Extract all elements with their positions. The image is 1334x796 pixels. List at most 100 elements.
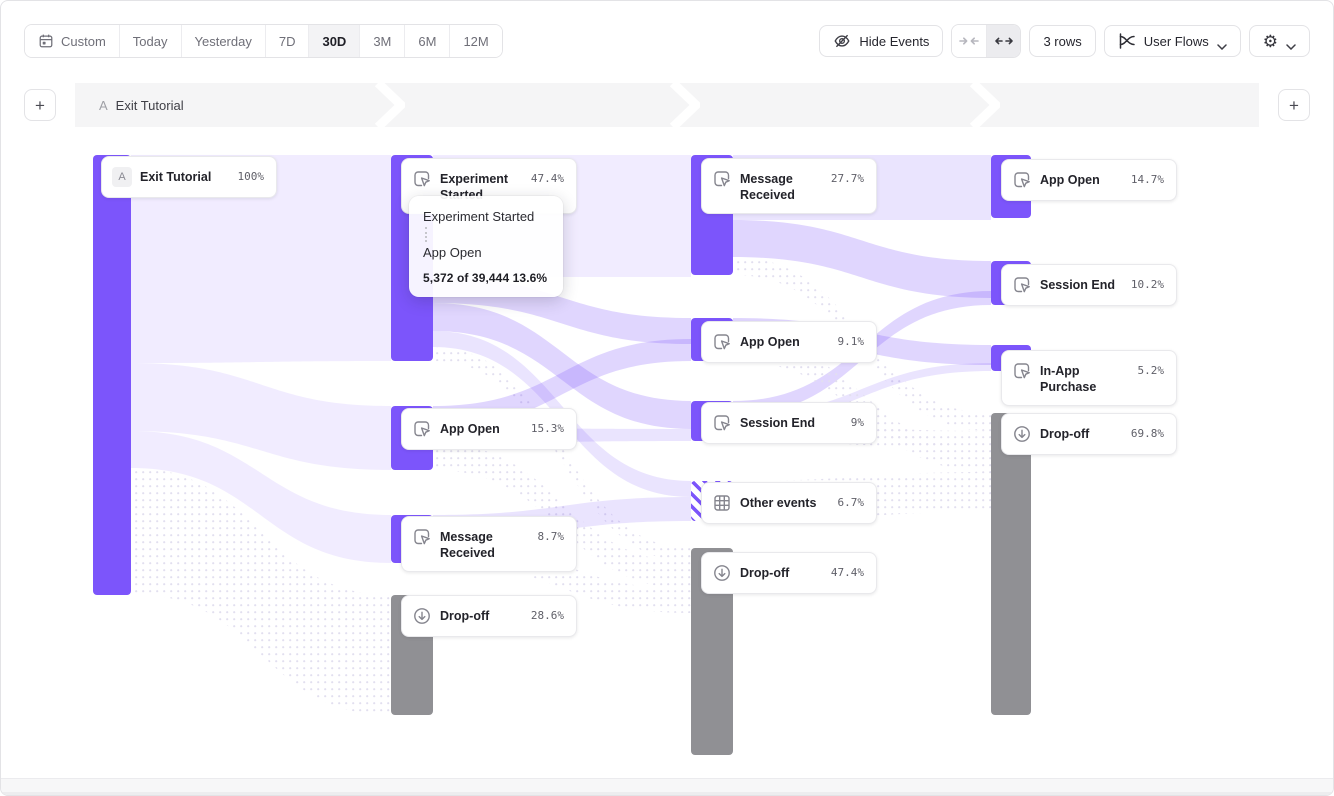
- flow-node-label: App Open: [740, 335, 800, 349]
- flow-node-session-end-col4[interactable]: Session End 10.2%: [1001, 264, 1177, 306]
- hide-events-button[interactable]: Hide Events: [819, 25, 944, 57]
- collapse-width-button[interactable]: [952, 25, 987, 57]
- other-events-grid-icon: [712, 493, 732, 513]
- flow-node-drop-off-col3[interactable]: Drop-off 47.4%: [701, 552, 877, 594]
- step-a-letter: A: [99, 97, 108, 113]
- flow-link[interactable]: [131, 363, 391, 470]
- flow-node-label: Session End: [740, 416, 816, 430]
- eye-off-icon: [833, 32, 851, 50]
- chevron-down-icon: [1217, 38, 1227, 51]
- flow-bar-exit-tutorial-col1[interactable]: [93, 155, 131, 595]
- date-range-label: 6M: [418, 33, 437, 49]
- flow-node-label: App Open: [1040, 173, 1100, 187]
- date-range-30d[interactable]: 30D: [309, 25, 361, 57]
- date-range-label: 3M: [373, 33, 392, 49]
- flow-node-in-app-purchase-col4[interactable]: In-App Purchase 5.2%: [1001, 350, 1177, 406]
- event-cursor-icon: [712, 332, 732, 352]
- date-range-12m[interactable]: 12M: [450, 25, 502, 57]
- flow-node-percent: 6.7%: [837, 496, 865, 509]
- flow-node-label: Message Received: [440, 530, 495, 560]
- flow-node-percent: 69.8%: [1130, 427, 1164, 440]
- steps-bar[interactable]: A Exit Tutorial: [75, 83, 1259, 127]
- drop-off-icon: [712, 563, 732, 583]
- event-cursor-icon: [412, 419, 432, 439]
- sankey-canvas: A Exit Tutorial 100% Experiment Started 47.4…: [1, 127, 1333, 782]
- tooltip-source-event: Experiment Started: [423, 209, 535, 224]
- step-separator-chevron: [374, 83, 408, 127]
- flow-node-percent: 27.7%: [830, 172, 864, 185]
- flows-chart-icon: [1118, 32, 1136, 50]
- event-cursor-icon: [1012, 361, 1032, 381]
- date-range-yesterday[interactable]: Yesterday: [181, 25, 266, 57]
- drop-off-icon: [1012, 424, 1032, 444]
- date-range-label: Custom: [61, 33, 106, 49]
- flow-node-other-events-col3[interactable]: Other events 6.7%: [701, 482, 877, 524]
- event-cursor-icon: [712, 169, 732, 189]
- chevron-down-icon: [1286, 38, 1296, 51]
- calendar-icon: [38, 33, 54, 49]
- flow-node-label: App Open: [440, 422, 500, 436]
- view-selector-label: User Flows: [1143, 33, 1209, 49]
- flow-node-label: Drop-off: [1040, 427, 1090, 441]
- step-separator-chevron: [969, 83, 1003, 127]
- step-a-name: Exit Tutorial: [115, 97, 184, 113]
- date-range-today[interactable]: Today: [119, 25, 182, 57]
- flow-node-app-open-col4[interactable]: App Open 14.7%: [1001, 159, 1177, 201]
- add-step-right-button[interactable]: +: [1278, 89, 1310, 121]
- date-range-3m[interactable]: 3M: [360, 25, 406, 57]
- flow-node-percent: 28.6%: [530, 609, 564, 622]
- gear-icon: ⚙: [1262, 31, 1278, 51]
- drop-off-icon: [412, 606, 432, 626]
- flow-node-label: Other events: [740, 496, 817, 510]
- flow-node-label: Drop-off: [740, 566, 790, 580]
- event-cursor-icon: [712, 413, 732, 433]
- event-cursor-icon: [1012, 275, 1032, 295]
- flow-node-app-open-col3[interactable]: App Open 9.1%: [701, 321, 877, 363]
- flow-node-exit-tutorial-col1[interactable]: A Exit Tutorial 100%: [101, 156, 277, 198]
- date-range-label: Yesterday: [194, 33, 252, 49]
- flow-node-label: Exit Tutorial: [140, 170, 212, 184]
- flow-link[interactable]: [131, 431, 391, 563]
- settings-button[interactable]: ⚙: [1248, 25, 1310, 57]
- flow-node-drop-off-col2[interactable]: Drop-off 28.6%: [401, 595, 577, 637]
- steps-row: + A Exit Tutorial +: [1, 83, 1333, 127]
- flow-node-label: Drop-off: [440, 609, 490, 623]
- flow-node-drop-off-col4[interactable]: Drop-off 69.8%: [1001, 413, 1177, 455]
- flow-node-percent: 9.1%: [837, 335, 865, 348]
- flow-node-session-end-col3[interactable]: Session End 9%: [701, 402, 877, 444]
- step-a-label: A Exit Tutorial: [99, 83, 184, 127]
- event-cursor-icon: [1012, 170, 1032, 190]
- step-separator-chevron: [669, 83, 703, 127]
- flow-node-label: Session End: [1040, 278, 1116, 292]
- tooltip-target-event: App Open: [423, 245, 482, 260]
- flow-node-percent: 100%: [237, 170, 265, 183]
- date-range-7d[interactable]: 7D: [265, 25, 310, 57]
- expand-width-button[interactable]: [986, 25, 1021, 57]
- arrows-inward-icon: [959, 35, 980, 47]
- flow-node-percent: 8.7%: [537, 530, 565, 543]
- flow-node-message-received-col3[interactable]: Message Received 27.7%: [701, 158, 877, 214]
- date-range-label: 30D: [322, 33, 347, 49]
- event-cursor-icon: [412, 527, 432, 547]
- date-range-custom[interactable]: Custom: [25, 25, 120, 57]
- flow-node-percent: 5.2%: [1137, 364, 1165, 377]
- flow-node-percent: 47.4%: [830, 566, 864, 579]
- view-selector-button[interactable]: User Flows: [1103, 25, 1241, 57]
- hide-events-label: Hide Events: [859, 33, 930, 49]
- flow-link[interactable]: [733, 220, 991, 298]
- add-step-left-button[interactable]: +: [24, 89, 56, 121]
- flow-bar-drop-off-col4[interactable]: [991, 413, 1031, 715]
- step-letter-badge: A: [112, 167, 132, 187]
- rows-button[interactable]: 3 rows: [1029, 25, 1096, 57]
- flow-node-app-open-col2[interactable]: App Open 15.3%: [401, 408, 577, 450]
- date-range-label: Today: [132, 33, 168, 49]
- flow-tooltip: Experiment Started App Open 5,372 of 39,…: [409, 196, 563, 297]
- date-range-6m[interactable]: 6M: [405, 25, 451, 57]
- rows-label: 3 rows: [1043, 33, 1082, 49]
- date-range-label: 12M: [463, 33, 489, 49]
- flow-node-message-received-col2[interactable]: Message Received 8.7%: [401, 516, 577, 572]
- flow-node-label: Message Received: [740, 172, 795, 202]
- flow-link[interactable]: [131, 468, 391, 715]
- date-range-label: 7D: [278, 33, 296, 49]
- toolbar: Custom Today Yesterday 7D 30D 3M 6M 12M Hide Ev…: [1, 1, 1333, 58]
